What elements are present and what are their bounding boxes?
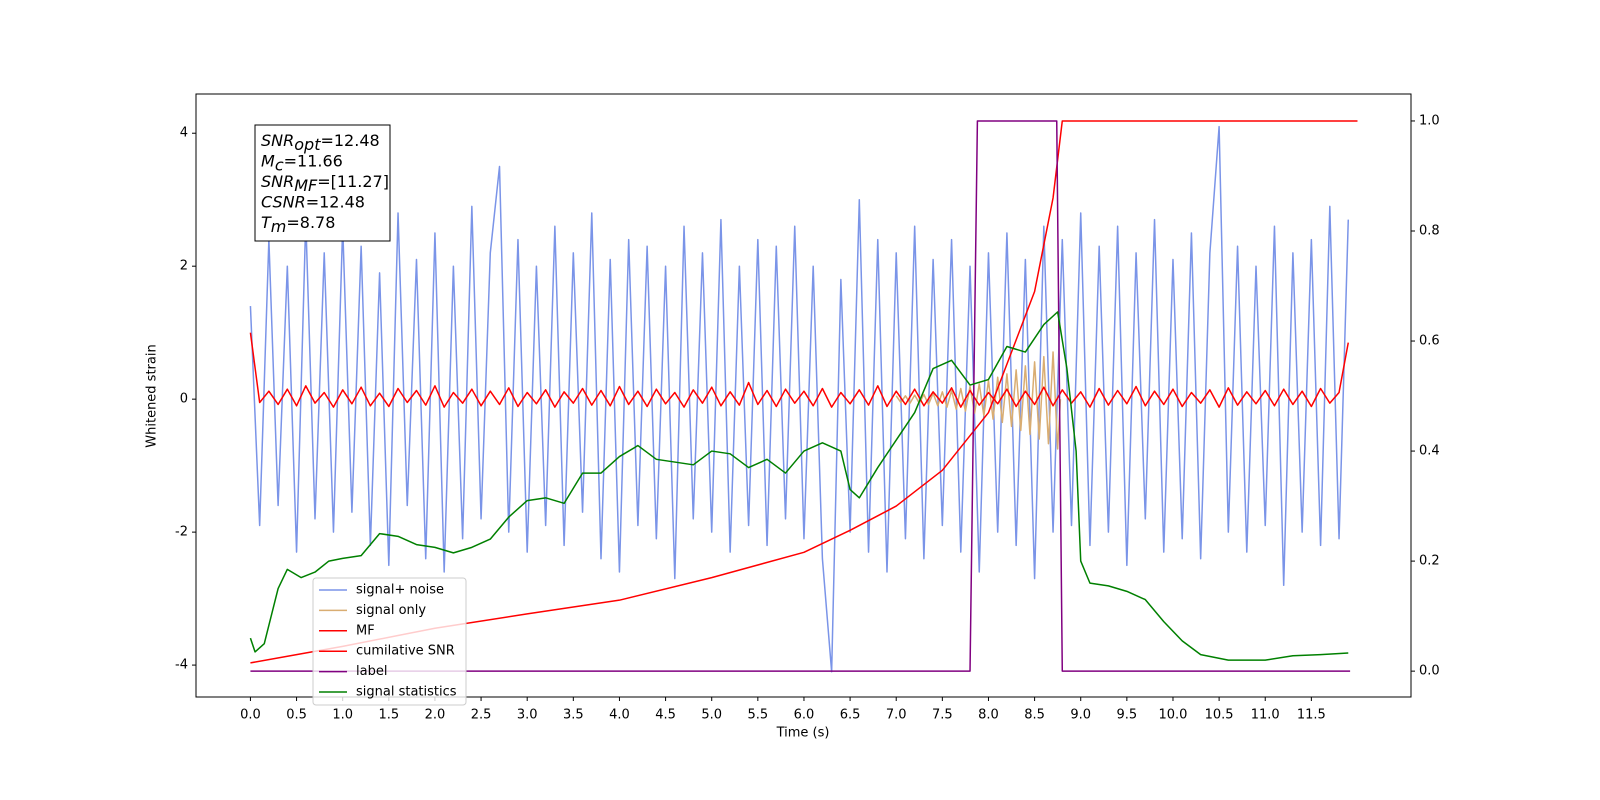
x-tick-label: 11.5	[1297, 708, 1326, 723]
y-axis-label: Whitened strain	[145, 344, 160, 447]
y-tick-label: -4	[175, 658, 188, 673]
y2-tick-label: 0.4	[1419, 444, 1440, 459]
x-tick-label: 4.0	[609, 708, 630, 723]
x-tick-label: 6.0	[794, 708, 815, 723]
x-tick-label: 1.5	[378, 708, 399, 723]
series-line	[895, 351, 1062, 450]
annotation-symbol: SNR	[261, 131, 294, 150]
series-line	[249, 311, 1349, 661]
x-tick-label: 8.0	[978, 708, 999, 723]
legend-label: signal statistics	[356, 685, 457, 700]
y2-tick-label: 0.6	[1419, 334, 1440, 349]
annotation: SNRopt=12.48Mc=11.66SNRMF=[11.27]CSNR=12…	[254, 124, 391, 242]
x-tick-label: 10.5	[1205, 708, 1234, 723]
legend-label: MF	[356, 623, 375, 638]
y-tick-label: 0	[180, 392, 188, 407]
x-tick-label: 2.5	[471, 708, 492, 723]
legend-label: signal+ noise	[356, 583, 444, 598]
x-tick-label: 0.0	[240, 708, 261, 723]
x-tick-label: 4.5	[655, 708, 676, 723]
annotation-subscript: c	[275, 155, 284, 174]
y2-tick-label: 0.8	[1419, 223, 1440, 238]
annotation-value: =[11.27]	[317, 172, 389, 191]
x-tick-label: 10.0	[1159, 708, 1188, 723]
series-line	[249, 125, 1350, 673]
annotation-value: =12.48	[320, 131, 379, 150]
legend-label: label	[356, 664, 387, 679]
x-tick-label: 5.0	[701, 708, 722, 723]
y-tick-label: 4	[180, 126, 188, 141]
annotation-box	[254, 124, 391, 242]
x-tick-label: 3.5	[563, 708, 584, 723]
annotation-line: Mc=11.66	[261, 151, 343, 174]
series-line	[249, 332, 1350, 408]
annotation-subscript: opt	[294, 135, 321, 154]
annotation-subscript: MF	[294, 176, 318, 195]
x-tick-label: 2.0	[425, 708, 446, 723]
annotation-value: =8.78	[286, 213, 335, 232]
annotation-symbol: CSNR	[261, 192, 306, 211]
annotation-line: Tm=8.78	[261, 213, 335, 236]
x-tick-label: 9.5	[1117, 708, 1138, 723]
annotation-value: =12.48	[306, 192, 365, 211]
x-tick-label: 1.0	[332, 708, 353, 723]
y-tick-label: -2	[175, 525, 188, 540]
legend-box	[312, 577, 467, 706]
annotation-line: SNRopt=12.48	[261, 131, 380, 154]
x-tick-label: 0.5	[286, 708, 307, 723]
x-tick-label: 5.5	[747, 708, 768, 723]
x-axis-label: Time (s)	[776, 726, 830, 741]
x-tick-label: 6.5	[840, 708, 861, 723]
series-line	[250, 120, 1351, 672]
annotation-value: =11.66	[284, 151, 343, 170]
annotation-subscript: m	[271, 217, 287, 236]
legend-label: signal only	[356, 603, 426, 618]
y2-tick-label: 0.0	[1419, 664, 1440, 679]
x-tick-label: 11.0	[1251, 708, 1280, 723]
y-tick-label: 2	[180, 259, 188, 274]
legend-label: cumilative SNR	[356, 644, 455, 659]
annotation-symbol: M	[261, 151, 275, 170]
x-tick-label: 7.5	[932, 708, 953, 723]
annotation-line: SNRMF=[11.27]	[261, 172, 389, 195]
x-tick-label: 3.0	[517, 708, 538, 723]
y2-tick-label: 1.0	[1419, 113, 1440, 128]
annotation-symbol: T	[261, 213, 272, 232]
annotation-symbol: SNR	[261, 172, 294, 191]
x-tick-label: 7.0	[886, 708, 907, 723]
legend: signal+ noise signal only MF cumilative SNR…	[312, 577, 467, 706]
annotation-line: CSNR=12.48	[261, 192, 365, 211]
x-tick-label: 9.0	[1070, 708, 1091, 723]
y2-tick-label: 0.2	[1419, 554, 1440, 569]
x-tick-label: 8.5	[1024, 708, 1045, 723]
